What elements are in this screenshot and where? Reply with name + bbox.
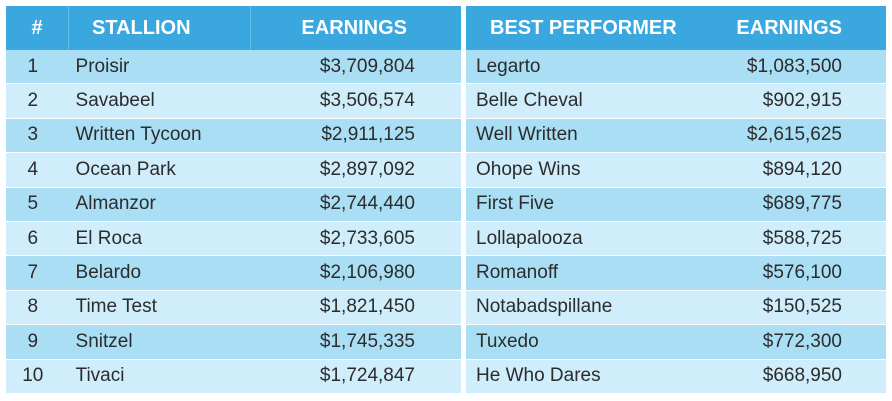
- best-performer-cell: Legarto: [476, 55, 541, 77]
- header-divider: [250, 6, 251, 50]
- table-row: 4 Ocean Park $2,897,092: [6, 153, 461, 188]
- stallion-table: # STALLION EARNINGS 1 Proisir $3,709,804 2 S…: [6, 6, 461, 394]
- table-row: 6 El Roca $2,733,605: [6, 221, 461, 257]
- best-performer-cell: Belle Cheval: [476, 90, 583, 112]
- earnings-cell: $1,724,847: [319, 365, 415, 387]
- rank-cell: 2: [27, 90, 39, 112]
- header-stallion: STALLION: [92, 16, 191, 39]
- table-row: 10 Tivaci $1,724,847: [6, 359, 461, 394]
- table-row: 9 Snitzel $1,745,335: [6, 325, 461, 360]
- table-row: 2 Savabeel $3,506,574: [6, 84, 461, 119]
- table-row: Tuxedo $772,300: [466, 325, 886, 360]
- table-row: 1 Proisir $3,709,804: [6, 50, 461, 85]
- rank-cell: 8: [27, 296, 39, 318]
- rank-cell: 7: [27, 262, 39, 284]
- table-row: Lollapalooza $588,725: [466, 221, 886, 257]
- best-performer-cell: Well Written: [476, 124, 578, 146]
- stallion-cell: Proisir: [75, 55, 130, 77]
- header-best-performer: BEST PERFORMER: [490, 16, 677, 39]
- table-row: Well Written $2,615,625: [466, 118, 886, 154]
- stallion-cell: Tivaci: [75, 365, 125, 387]
- best-performer-cell: Romanoff: [476, 262, 559, 284]
- table-row: Notabadspillane $150,525: [466, 290, 886, 326]
- earnings-cell: $3,709,804: [319, 55, 415, 77]
- earnings-cell: $689,775: [762, 193, 842, 215]
- stallion-cell: El Roca: [75, 227, 143, 249]
- best-performer-cell: He Who Dares: [476, 365, 601, 387]
- earnings-cell: $1,083,500: [746, 55, 842, 77]
- earnings-cell: $588,725: [762, 227, 842, 249]
- table-row: Ohope Wins $894,120: [466, 153, 886, 188]
- header-divider: [68, 6, 69, 50]
- earnings-cell: $150,525: [762, 296, 842, 318]
- table-row: 3 Written Tycoon $2,911,125: [6, 118, 461, 154]
- best-performer-table: BEST PERFORMER EARNINGS Legarto $1,083,50…: [466, 6, 886, 394]
- best-performer-cell: Ohope Wins: [476, 158, 581, 180]
- header-rank: #: [31, 16, 43, 39]
- rank-cell: 1: [27, 55, 39, 77]
- rank-cell: 3: [27, 124, 39, 146]
- earnings-cell: $1,821,450: [319, 296, 415, 318]
- earnings-cell: $2,911,125: [321, 124, 415, 146]
- best-performer-cell: Notabadspillane: [476, 296, 613, 318]
- stallion-table-body: 1 Proisir $3,709,804 2 Savabeel $3,506,574 3 Wr…: [6, 50, 461, 394]
- rank-cell: 5: [27, 193, 39, 215]
- earnings-cell: $772,300: [762, 330, 842, 352]
- table-row: 7 Belardo $2,106,980: [6, 256, 461, 291]
- rank-cell: 4: [27, 158, 39, 180]
- stallion-cell: Almanzor: [75, 193, 156, 215]
- stallion-cell: Ocean Park: [75, 158, 176, 180]
- best-performer-cell: Tuxedo: [476, 330, 539, 352]
- earnings-cell: $894,120: [762, 158, 842, 180]
- rank-cell: 10: [22, 365, 44, 387]
- rank-cell: 6: [27, 227, 39, 249]
- earnings-cell: $2,897,092: [319, 158, 415, 180]
- stallion-cell: Savabeel: [75, 90, 155, 112]
- header-earnings: EARNINGS: [736, 16, 842, 39]
- stallion-cell: Time Test: [75, 296, 157, 318]
- earnings-cell: $902,915: [762, 90, 842, 112]
- earnings-cell: $1,745,335: [319, 330, 415, 352]
- earnings-cell: $668,950: [762, 365, 842, 387]
- best-performer-cell: Lollapalooza: [476, 227, 583, 249]
- earnings-cell: $2,106,980: [319, 262, 415, 284]
- table-row: Belle Cheval $902,915: [466, 84, 886, 119]
- best-performer-cell: First Five: [476, 193, 555, 215]
- table-row: Legarto $1,083,500: [466, 50, 886, 85]
- stallion-cell: Written Tycoon: [75, 124, 202, 146]
- stallion-cell: Snitzel: [75, 330, 133, 352]
- table-row: 5 Almanzor $2,744,440: [6, 187, 461, 222]
- earnings-cell: $2,744,440: [319, 193, 415, 215]
- stallion-table-header: # STALLION EARNINGS: [6, 6, 461, 50]
- stallion-cell: Belardo: [75, 262, 142, 284]
- table-row: He Who Dares $668,950: [466, 359, 886, 394]
- table-row: Romanoff $576,100: [466, 256, 886, 291]
- table-row: 8 Time Test $1,821,450: [6, 290, 461, 326]
- rank-cell: 9: [27, 330, 39, 352]
- earnings-cell: $2,615,625: [746, 124, 842, 146]
- header-earnings: EARNINGS: [301, 16, 407, 39]
- earnings-cell: $2,733,605: [319, 227, 415, 249]
- earnings-cell: $576,100: [762, 262, 842, 284]
- table-row: First Five $689,775: [466, 187, 886, 222]
- earnings-cell: $3,506,574: [319, 90, 415, 112]
- best-performer-table-header: BEST PERFORMER EARNINGS: [466, 6, 886, 50]
- best-performer-table-body: Legarto $1,083,500 Belle Cheval $902,915 Wel…: [466, 50, 886, 394]
